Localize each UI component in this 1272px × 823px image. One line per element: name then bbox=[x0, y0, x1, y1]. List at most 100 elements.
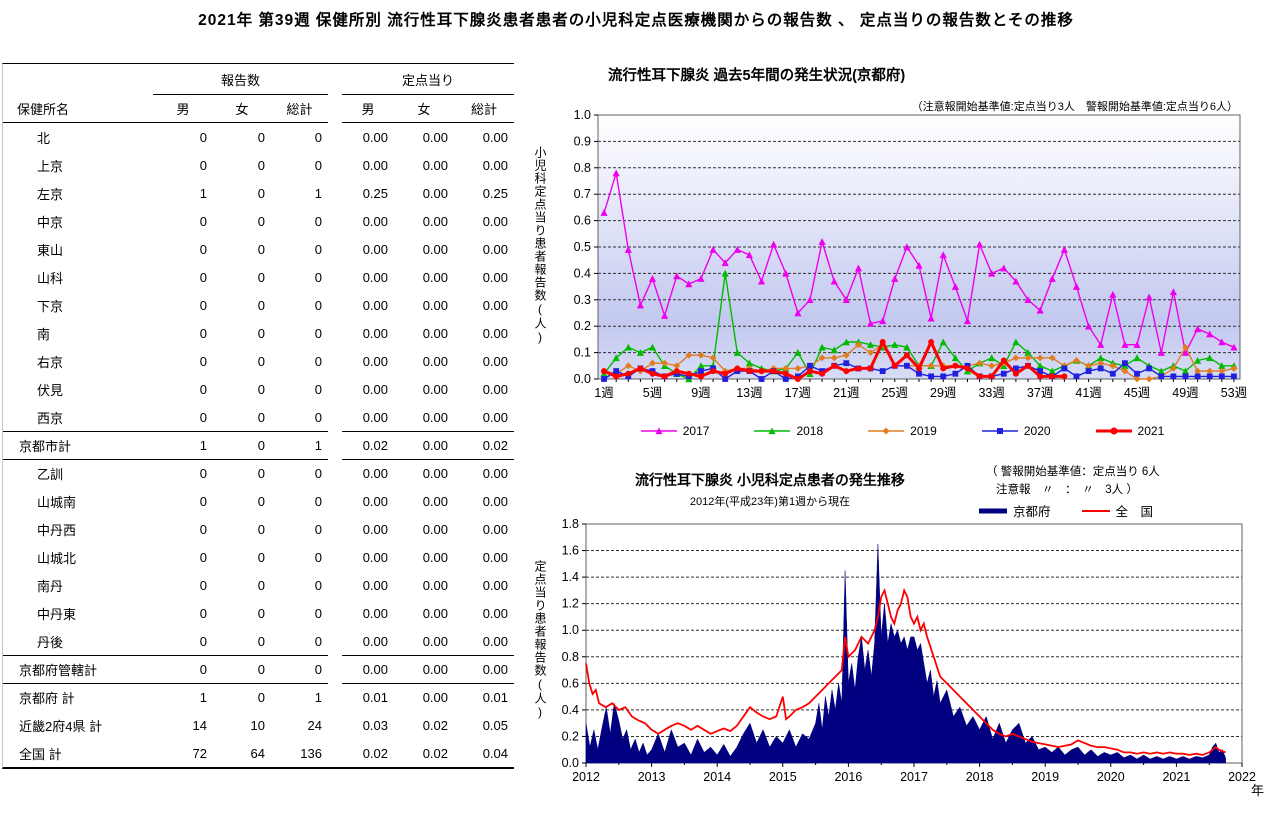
table-row: 京都市計 1 0 1 0.02 0.00 0.02 bbox=[3, 431, 514, 459]
report-count-cell: 0 bbox=[314, 213, 322, 229]
table-row: 京都府管轄計 0 0 0 0.00 0.00 0.00 bbox=[3, 655, 514, 683]
per-sentinel-cell: 0.00 bbox=[482, 605, 508, 621]
svg-text:2018: 2018 bbox=[966, 770, 994, 784]
col-header-total-rate: 総計 bbox=[470, 102, 497, 117]
legend-label: 2020 bbox=[1023, 424, 1051, 438]
per-sentinel-cell: 0.00 bbox=[482, 662, 508, 677]
per-sentinel-cell: 0.00 bbox=[482, 633, 508, 649]
long-term-trend-chart: 0.0 0.2 0.4 0.6 0.8 1.0 1.2 1.4 1.6 1.8 2012 2013 20… bbox=[562, 517, 1264, 798]
per-sentinel-cell: 0.00 bbox=[422, 241, 448, 257]
per-sentinel-cell: 0.00 bbox=[422, 297, 448, 313]
per-sentinel-cell: 0.02 bbox=[422, 717, 448, 733]
svg-text:2013: 2013 bbox=[638, 770, 666, 784]
per-sentinel-cell: 0.01 bbox=[482, 690, 508, 705]
per-sentinel-cell: 0.00 bbox=[482, 409, 508, 425]
per-sentinel-cell: 0.00 bbox=[362, 325, 388, 341]
per-sentinel-cell: 0.00 bbox=[482, 549, 508, 565]
legend-swatch-2020 bbox=[981, 428, 1018, 434]
svg-text:0.2: 0.2 bbox=[574, 319, 591, 333]
table-group-header-row: 報告数 定点当り bbox=[3, 64, 514, 95]
report-count-cell: 1 bbox=[199, 690, 207, 705]
svg-text:0.9: 0.9 bbox=[574, 134, 591, 148]
svg-text:0.4: 0.4 bbox=[562, 703, 579, 717]
health-center-name: 丹後 bbox=[37, 634, 64, 650]
svg-text:1.4: 1.4 bbox=[562, 570, 579, 584]
table-row: 下京 0 0 0 0.00 0.00 0.00 bbox=[3, 291, 514, 319]
per-sentinel-cell: 0.00 bbox=[422, 577, 448, 593]
svg-text:1.2: 1.2 bbox=[562, 597, 579, 611]
per-sentinel-cell: 0.00 bbox=[422, 493, 448, 509]
report-count-cell: 0 bbox=[257, 157, 265, 173]
report-count-cell: 0 bbox=[199, 241, 207, 257]
per-sentinel-cell: 0.00 bbox=[482, 325, 508, 341]
report-count-cell: 0 bbox=[199, 549, 207, 565]
health-center-name: 西京 bbox=[37, 410, 64, 426]
table-row: 北 0 0 0 0.00 0.00 0.00 bbox=[3, 123, 514, 151]
legend-item-2020: 2020 bbox=[981, 424, 1051, 438]
svg-text:9週: 9週 bbox=[691, 386, 711, 400]
health-center-name: 山科 bbox=[37, 270, 64, 286]
table-row: 南 0 0 0 0.00 0.00 0.00 bbox=[3, 319, 514, 347]
svg-text:0.7: 0.7 bbox=[574, 187, 591, 201]
per-sentinel-cell: 0.00 bbox=[362, 521, 388, 537]
svg-text:33週: 33週 bbox=[978, 386, 1005, 400]
health-center-name: 山城南 bbox=[37, 494, 77, 510]
legend-swatch bbox=[1081, 509, 1110, 512]
per-sentinel-cell: 0.00 bbox=[482, 353, 508, 369]
per-sentinel-cell: 0.00 bbox=[422, 466, 448, 481]
report-count-cell: 0 bbox=[257, 662, 265, 677]
note-line-2: 注意報 〃 ： 〃 3人 ） bbox=[996, 483, 1138, 496]
per-sentinel-cell: 0.00 bbox=[482, 269, 508, 285]
health-center-name: 山城北 bbox=[37, 550, 77, 566]
per-sentinel-cell: 0.00 bbox=[482, 466, 508, 481]
report-count-cell: 0 bbox=[314, 409, 322, 425]
report-count-cell: 64 bbox=[250, 745, 265, 761]
per-sentinel-cell: 0.00 bbox=[362, 605, 388, 621]
per-sentinel-cell: 0.00 bbox=[482, 213, 508, 229]
svg-text:2014: 2014 bbox=[703, 770, 731, 784]
report-count-cell: 0 bbox=[199, 353, 207, 369]
per-sentinel-cell: 0.01 bbox=[362, 690, 388, 705]
five-year-trend-chart: 0.0 0.1 0.2 0.3 0.4 0.5 0.6 0.7 0.8 0.9 1.0 1週 5週 9週 1… bbox=[574, 108, 1248, 400]
per-sentinel-cell: 0.00 bbox=[482, 297, 508, 313]
report-count-cell: 0 bbox=[257, 438, 265, 453]
legend-label: 2019 bbox=[910, 424, 937, 438]
five-year-chart-y-axis-title: 小児科定点当り患者報告数(人) bbox=[533, 146, 547, 345]
five-year-chart-note: （注意報開始基準値:定点当り3人 警報開始基準値:定点当り6人） bbox=[911, 101, 1238, 113]
legend-item-2017: 2017 bbox=[640, 424, 709, 438]
per-sentinel-cell: 0.00 bbox=[362, 381, 388, 397]
report-count-cell: 0 bbox=[314, 577, 322, 593]
long-term-chart-note: （ 警報開始基準値：定点当り 6人 注意報 〃 ： 〃 3人 ） bbox=[986, 464, 1160, 500]
per-sentinel-cell: 0.00 bbox=[422, 690, 448, 705]
svg-text:1.8: 1.8 bbox=[562, 517, 579, 531]
legend-label: 全 国 bbox=[1115, 505, 1154, 519]
svg-text:5週: 5週 bbox=[643, 386, 663, 400]
table-row: 京都府 計 1 0 1 0.01 0.00 0.01 bbox=[3, 683, 514, 711]
long-term-chart-title: 流行性耳下腺炎 小児科定点患者の発生推移 bbox=[635, 472, 905, 488]
per-sentinel-cell: 0.00 bbox=[422, 325, 448, 341]
health-center-name: 京都府管轄計 bbox=[19, 663, 98, 678]
report-count-cell: 0 bbox=[257, 241, 265, 257]
svg-text:2015: 2015 bbox=[769, 770, 797, 784]
per-sentinel-cell: 0.00 bbox=[362, 549, 388, 565]
five-year-chart-legend: 2017 2018 2019 2020 2021 bbox=[552, 424, 1252, 438]
report-count-cell: 0 bbox=[257, 577, 265, 593]
health-center-name: 全国 計 bbox=[19, 746, 62, 762]
report-count-cell: 0 bbox=[257, 493, 265, 509]
health-center-table: 報告数 定点当り 保健所名 男 女 総計 男 女 総計 北 0 0 0 0.00 0.00… bbox=[2, 63, 514, 769]
per-sentinel-cell: 0.00 bbox=[422, 157, 448, 173]
report-count-cell: 0 bbox=[314, 521, 322, 537]
per-sentinel-cell: 0.00 bbox=[482, 577, 508, 593]
per-sentinel-cell: 0.00 bbox=[362, 577, 388, 593]
report-count-cell: 10 bbox=[250, 717, 265, 733]
svg-text:49週: 49週 bbox=[1172, 386, 1199, 400]
per-sentinel-cell: 0.00 bbox=[422, 213, 448, 229]
report-count-cell: 0 bbox=[257, 185, 265, 201]
report-count-cell: 0 bbox=[199, 269, 207, 285]
per-sentinel-cell: 0.25 bbox=[362, 185, 388, 201]
per-sentinel-cell: 0.00 bbox=[422, 185, 448, 201]
svg-text:0.1: 0.1 bbox=[574, 346, 591, 360]
svg-text:2022: 2022 bbox=[1228, 770, 1256, 784]
table-row: 右京 0 0 0 0.00 0.00 0.00 bbox=[3, 347, 514, 375]
report-count-cell: 1 bbox=[314, 438, 322, 453]
